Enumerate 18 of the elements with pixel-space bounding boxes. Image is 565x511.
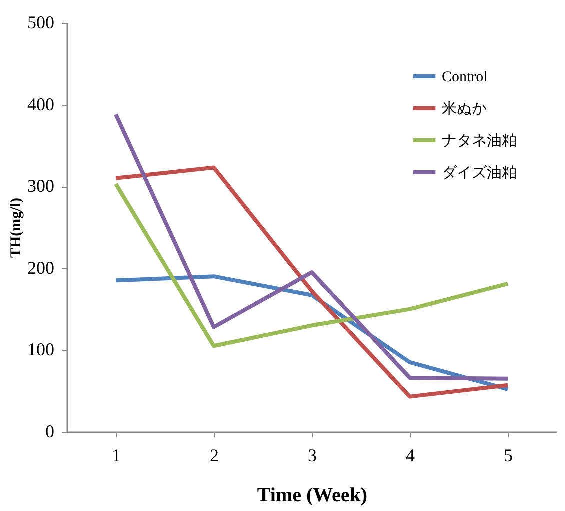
- legend-label: ダイズ油粕: [442, 164, 517, 182]
- y-tick-label: 500: [28, 12, 54, 32]
- x-tick-label: 4: [406, 446, 415, 466]
- y-tick-label: 0: [46, 422, 54, 442]
- legend-label: 米ぬか: [442, 100, 487, 118]
- legend-label: ナタネ油粕: [442, 132, 517, 150]
- y-tick-label: 200: [28, 258, 54, 278]
- y-tick-label: 100: [28, 340, 54, 360]
- y-tick-label: 300: [28, 176, 54, 196]
- y-tick-label: 400: [28, 94, 54, 114]
- x-tick-label: 3: [308, 446, 317, 466]
- legend-label: Control: [442, 70, 488, 86]
- x-tick-label: 5: [504, 446, 513, 466]
- line-series: [114, 182, 510, 348]
- y-axis-title: TH(mg/l): [8, 198, 24, 258]
- x-tick-label: 1: [112, 446, 121, 466]
- x-axis-title: Time (Week): [257, 484, 368, 506]
- x-tick-label: 2: [210, 446, 219, 466]
